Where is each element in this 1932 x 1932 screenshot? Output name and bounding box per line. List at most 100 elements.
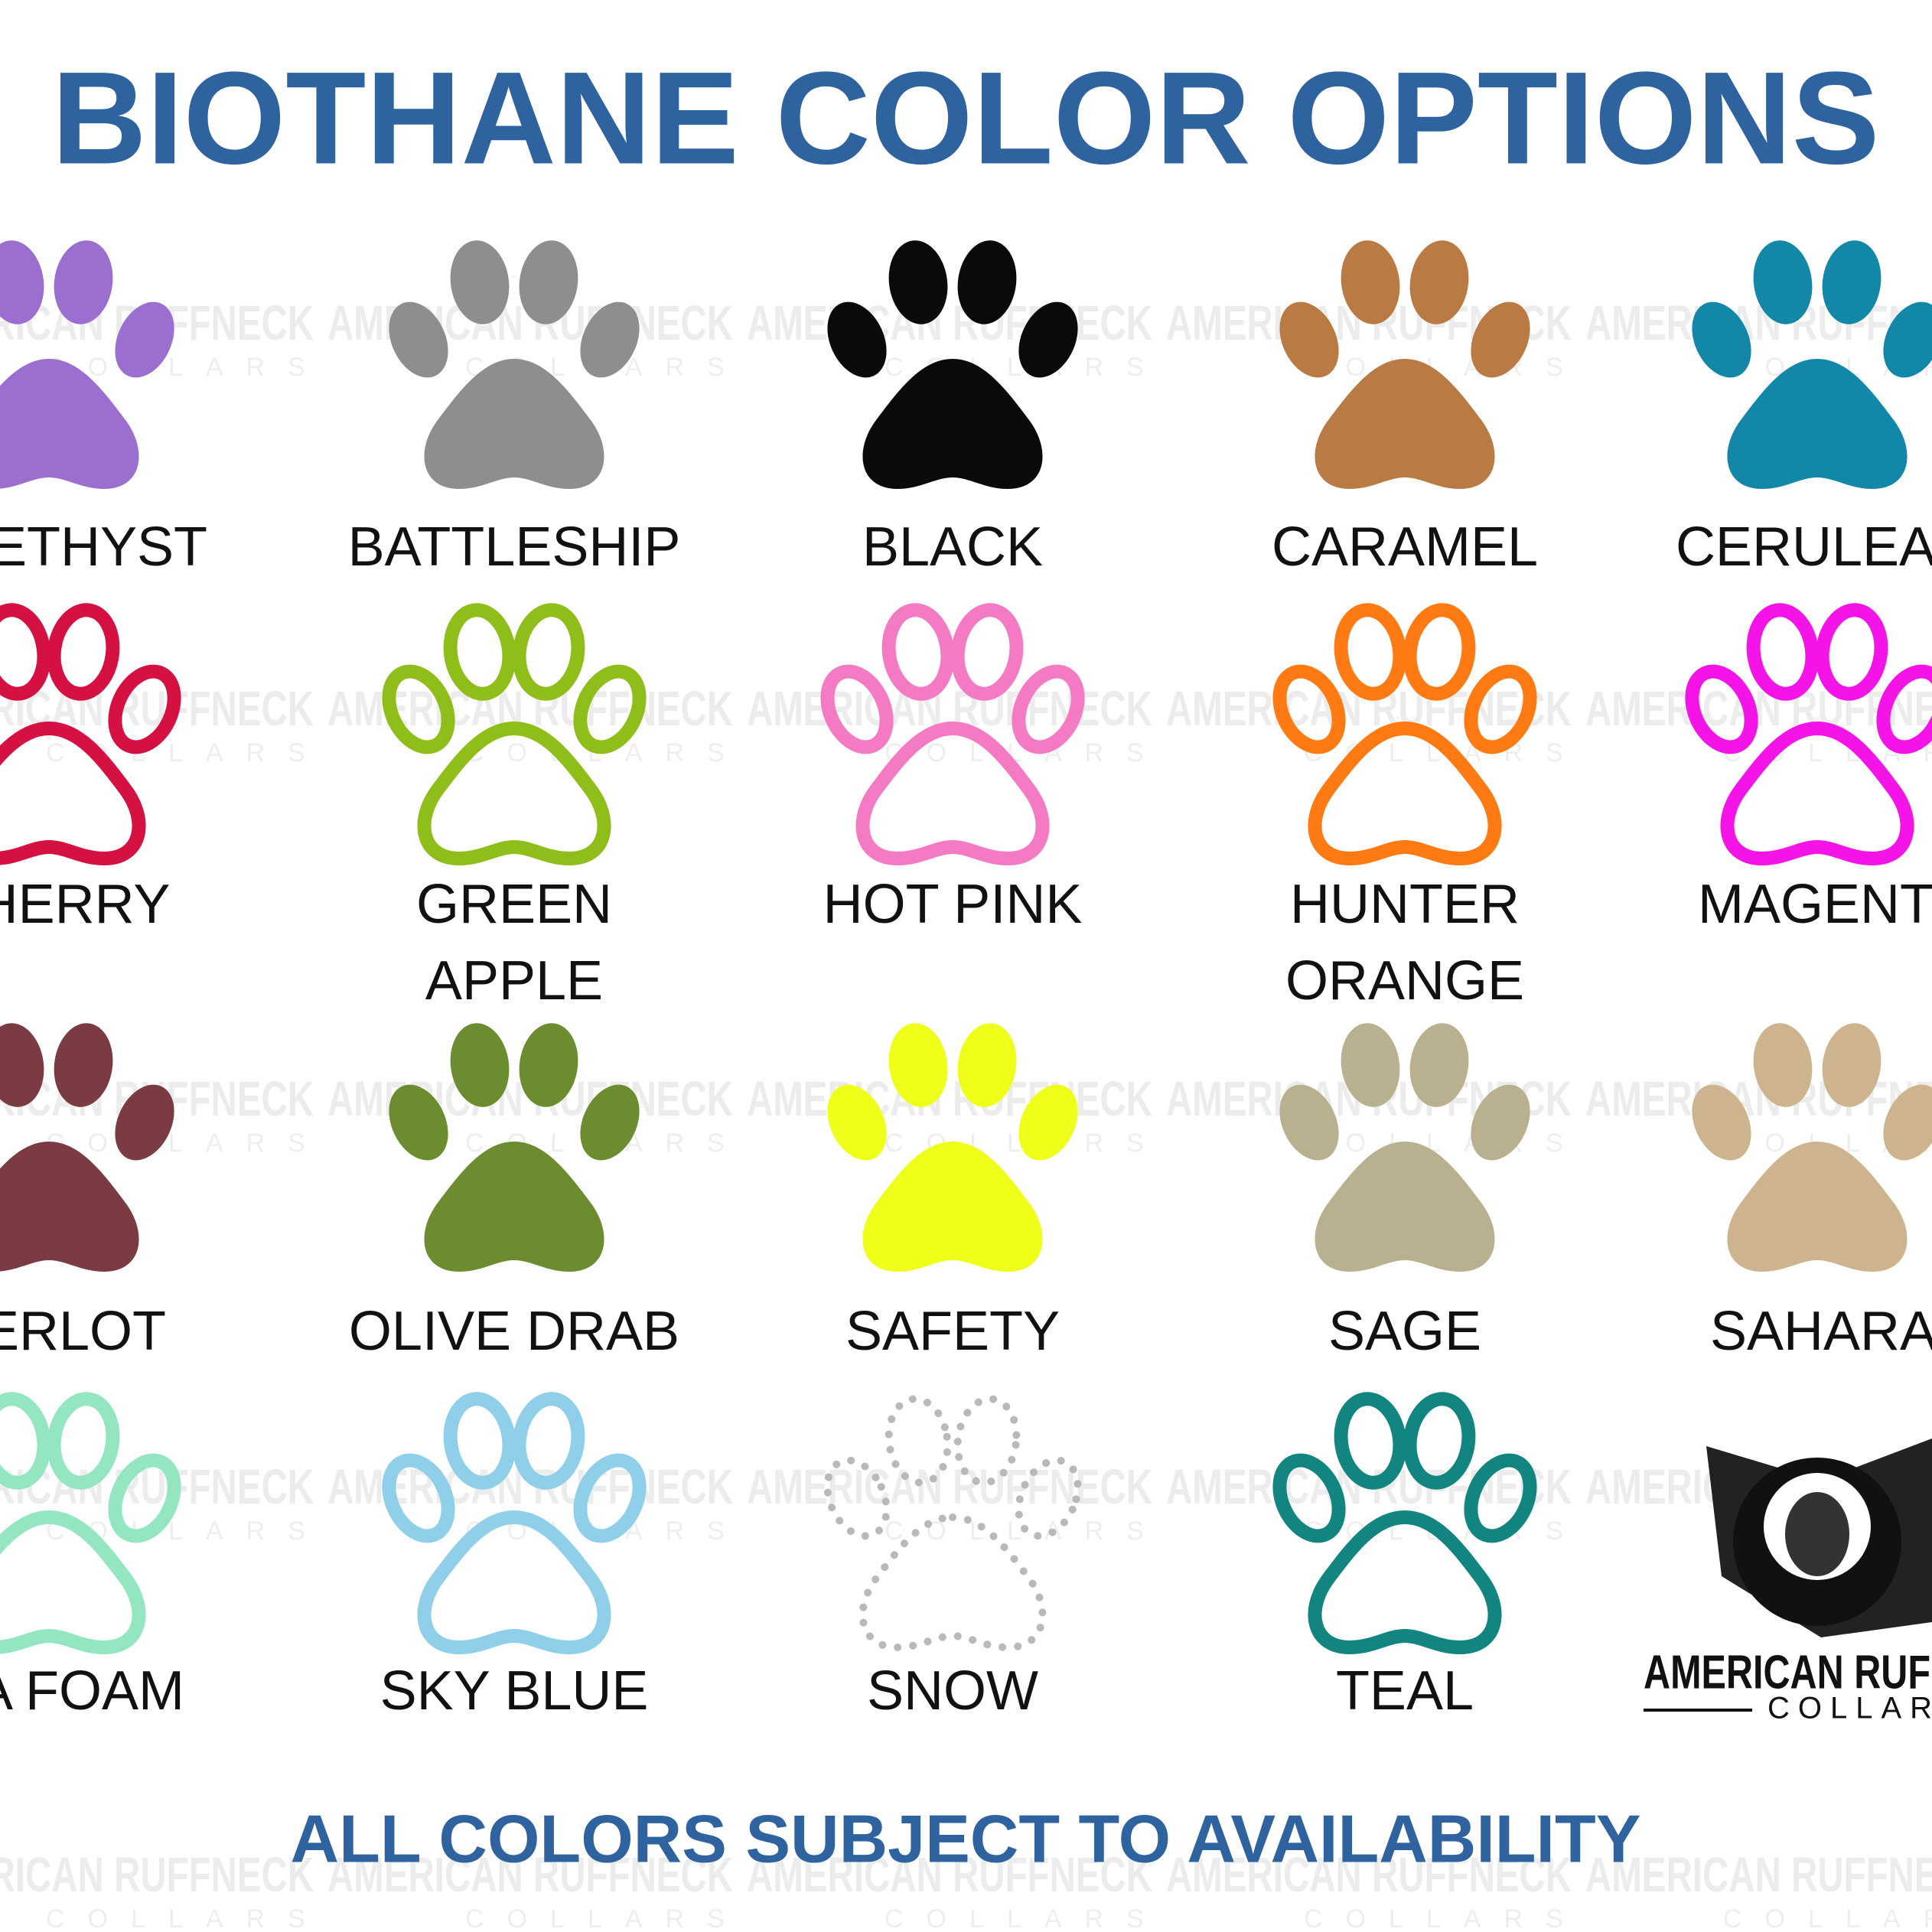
paw-toe bbox=[1409, 1023, 1469, 1107]
paw-toe bbox=[54, 240, 113, 324]
paw bbox=[820, 603, 1085, 866]
paw-toe bbox=[885, 1395, 952, 1487]
paw-toe bbox=[1464, 1453, 1537, 1543]
paw bbox=[1272, 603, 1537, 866]
swatch-label: TEAL bbox=[1336, 1660, 1474, 1722]
paw-toe bbox=[1403, 603, 1476, 701]
paw-toe bbox=[1685, 664, 1758, 754]
paw-toe bbox=[827, 1084, 887, 1161]
paw-toe bbox=[54, 1023, 113, 1107]
paw-pad bbox=[855, 721, 1050, 866]
paw-toe bbox=[1279, 1084, 1339, 1161]
swatch-label: GREEN bbox=[416, 874, 612, 935]
paw-pad bbox=[424, 1142, 604, 1272]
paw-toe bbox=[115, 301, 174, 378]
swatch-label: OLIVE DRAB bbox=[349, 1301, 679, 1362]
paw-toe bbox=[0, 1392, 51, 1490]
paw-toe bbox=[950, 603, 1024, 701]
paw-toe bbox=[1018, 1084, 1078, 1161]
swatch-label: SAGE bbox=[1328, 1301, 1481, 1362]
swatch-label: SKY BLUE bbox=[380, 1660, 649, 1722]
paw bbox=[1685, 603, 1932, 866]
paw-toe bbox=[519, 1023, 578, 1107]
paw-toe bbox=[108, 1453, 181, 1543]
paw-toe bbox=[573, 664, 647, 754]
watermark-brand: AMERICAN RUFFNECK bbox=[1166, 1847, 1572, 1902]
paw bbox=[389, 240, 640, 489]
paw-pad bbox=[858, 1513, 1047, 1652]
paw-toe bbox=[827, 301, 887, 378]
watermark-brand: AMERICAN RUFFNECK bbox=[1585, 1847, 1932, 1902]
paw bbox=[0, 240, 174, 489]
paw-toe bbox=[389, 1084, 448, 1161]
swatch-label: BLACK bbox=[862, 516, 1043, 578]
paw-toe bbox=[1334, 1392, 1407, 1490]
watermark-sub: COLLARS bbox=[46, 1129, 328, 1158]
paw bbox=[1272, 1392, 1537, 1655]
paw-toe bbox=[820, 664, 894, 754]
paw-toe bbox=[580, 1084, 640, 1161]
paw-toe bbox=[1471, 1084, 1530, 1161]
paw-toe bbox=[1272, 1453, 1346, 1543]
paw bbox=[382, 603, 647, 866]
paw-pad bbox=[417, 721, 611, 866]
paw-toe bbox=[1883, 301, 1932, 378]
paw-toe bbox=[1341, 240, 1400, 324]
swatch-label: APPLE bbox=[425, 950, 603, 1012]
paw-toe bbox=[382, 664, 455, 754]
paw-toe bbox=[47, 1392, 120, 1490]
paw-toe bbox=[1815, 603, 1888, 701]
paw-pad bbox=[862, 1142, 1043, 1272]
swatch-label: ERLOT bbox=[0, 1301, 166, 1362]
paw-toe bbox=[957, 1023, 1017, 1107]
paw-toe bbox=[1822, 1023, 1882, 1107]
paw-toe bbox=[1753, 1023, 1813, 1107]
watermark-brand: AMERICAN RUFFNECK bbox=[747, 1071, 1152, 1126]
watermark-brand: AMERICAN RUFFNECK bbox=[747, 295, 1152, 350]
paw bbox=[389, 1023, 640, 1272]
swatch-label: SAFETY bbox=[845, 1301, 1060, 1362]
paw-toe bbox=[1471, 301, 1530, 378]
watermark-brand: AMERICAN RUFFNECK bbox=[1585, 681, 1932, 736]
paw-toe bbox=[823, 1456, 891, 1540]
logo: AMERICAN RUF COLLAR bbox=[1644, 1438, 1932, 1725]
paw-toe bbox=[443, 1392, 516, 1490]
paw-toe bbox=[1822, 240, 1882, 324]
paws bbox=[0, 240, 1932, 1655]
paw-toe bbox=[450, 240, 510, 324]
paw bbox=[1279, 1023, 1530, 1272]
paw-toe bbox=[1334, 603, 1407, 701]
paw-toe bbox=[1018, 301, 1078, 378]
paw-toe bbox=[1272, 664, 1346, 754]
swatch-label: CERULEA bbox=[1676, 516, 1932, 578]
paw-toe bbox=[443, 603, 516, 701]
paw-toe bbox=[888, 240, 948, 324]
swatch-label: BATTLESHIP bbox=[348, 516, 681, 578]
paw bbox=[1692, 240, 1932, 489]
paw-toe bbox=[382, 1453, 455, 1543]
watermark-sub: COLLARS bbox=[46, 353, 328, 382]
paw-toe bbox=[1692, 1084, 1751, 1161]
logo-brand: AMERICAN RUF bbox=[1644, 1646, 1930, 1699]
paw-pad bbox=[424, 359, 604, 489]
paw-pad bbox=[0, 1510, 146, 1655]
paw-toe bbox=[888, 1023, 948, 1107]
paw-toe bbox=[519, 240, 578, 324]
swatch-label: ORANGE bbox=[1285, 950, 1524, 1012]
paw-toe bbox=[450, 1023, 510, 1107]
paw-toe bbox=[1403, 1392, 1476, 1490]
paw-toe bbox=[1012, 664, 1085, 754]
paw-pad bbox=[1727, 359, 1908, 489]
swatch-label: A FOAM bbox=[0, 1660, 184, 1722]
swatch-label: ETHYST bbox=[0, 516, 207, 578]
paw-toe bbox=[1341, 1023, 1400, 1107]
paw-toe bbox=[1753, 240, 1813, 324]
paw-toe bbox=[1015, 1456, 1082, 1540]
swatch-label: SNOW bbox=[867, 1660, 1038, 1722]
paw-toe bbox=[0, 603, 51, 701]
paw-toe bbox=[108, 664, 181, 754]
paw-toe bbox=[1692, 301, 1751, 378]
paw-toe bbox=[1876, 664, 1932, 754]
paw-toe bbox=[47, 603, 120, 701]
